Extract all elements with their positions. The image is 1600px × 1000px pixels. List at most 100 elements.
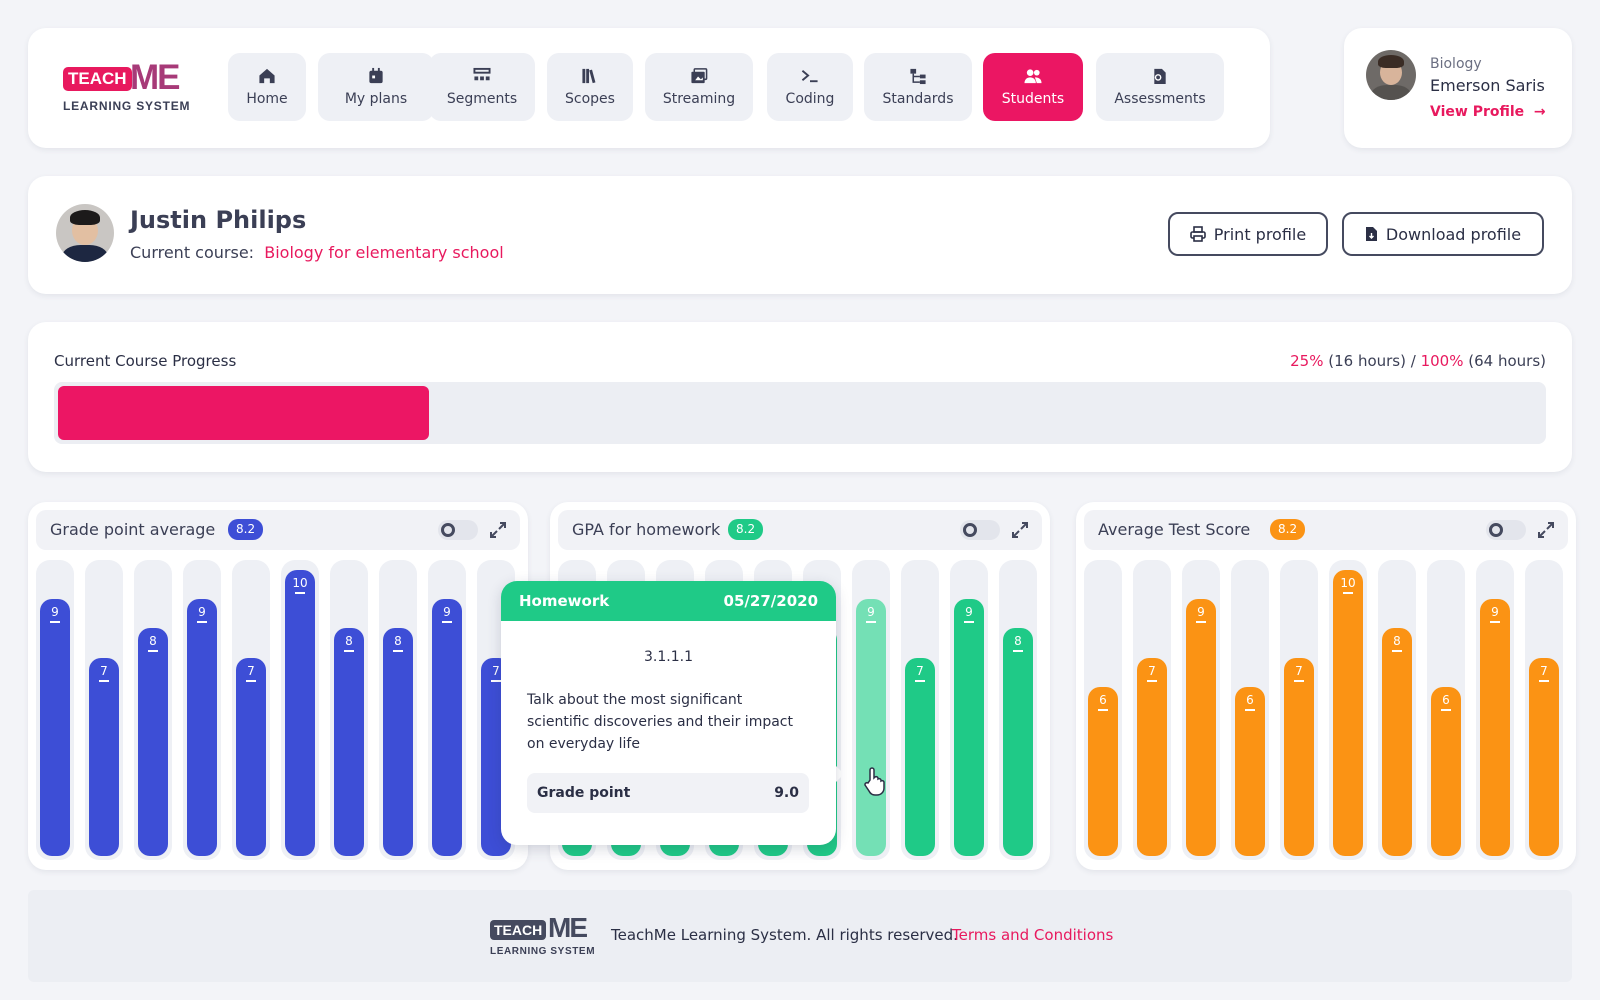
copyright-text: TeachMe Learning System. All rights rese… (611, 926, 958, 944)
chart-bar[interactable]: 8 (383, 628, 413, 856)
nav-tab-label: Assessments (1114, 91, 1206, 107)
grade-point-label: Grade point (537, 785, 631, 801)
chart-bar[interactable]: 6 (1235, 686, 1265, 856)
bar-value-label: 7 (905, 664, 935, 682)
chart-toggle[interactable] (960, 520, 1000, 540)
footer-logo[interactable]: TEACH ME LEARNING SYSTEM (490, 912, 600, 962)
streaming-icon (691, 68, 708, 84)
course-label: Current course: (130, 243, 255, 262)
chart-bar[interactable]: 6 (1088, 686, 1118, 856)
view-profile-link[interactable]: View Profile → (1430, 104, 1546, 120)
nav-tab-students[interactable]: Students (983, 53, 1083, 121)
chart-bar[interactable]: 7 (905, 657, 935, 856)
progress-total-hours: (64 hours) (1468, 352, 1546, 370)
chart-bar[interactable]: 7 (1529, 657, 1559, 856)
chart-bars: 6 7 9 6 7 10 8 6 9 7 (1084, 560, 1568, 860)
nav-tab-label: Standards (882, 91, 954, 107)
bar-value-label: 8 (1382, 634, 1412, 652)
chart-bar[interactable]: 9 (432, 599, 462, 856)
tooltip-arrow (834, 764, 844, 784)
bar-value-label: 8 (1003, 634, 1033, 652)
bar-track: 7 (1525, 560, 1563, 860)
chart-bar[interactable]: 9 (40, 599, 70, 856)
chart-bar[interactable]: 7 (236, 657, 266, 856)
progress-current-hours: (16 hours) (1328, 352, 1406, 370)
bar-track: 6 (1427, 560, 1465, 860)
nav-tab-coding[interactable]: Coding (767, 53, 853, 121)
nav-tab-scopes[interactable]: Scopes (547, 53, 633, 121)
chart-bar[interactable]: 7 (1284, 657, 1314, 856)
bar-value-label: 6 (1088, 693, 1118, 711)
expand-icon[interactable] (488, 520, 508, 540)
nav-tab-home[interactable]: Home (228, 53, 306, 121)
nav-tab-label: My plans (344, 91, 408, 107)
chart-bar[interactable]: 9 (1186, 599, 1216, 856)
bar-track: 6 (1084, 560, 1122, 860)
bar-track: 8 (330, 560, 368, 860)
expand-icon[interactable] (1010, 520, 1030, 540)
user-avatar[interactable] (1366, 50, 1416, 100)
nav-tab-streaming[interactable]: Streaming (645, 53, 753, 121)
chart-bar[interactable]: 7 (89, 657, 119, 856)
bar-value-label: 7 (1137, 664, 1167, 682)
download-profile-label: Download profile (1385, 224, 1522, 244)
bar-value-label: 7 (481, 664, 511, 682)
student-name: Justin Philips (130, 206, 307, 234)
progress-current-pct: 25% (1290, 352, 1324, 370)
chart-toggle[interactable] (1486, 520, 1526, 540)
terms-link[interactable]: Terms and Conditions (952, 926, 1114, 944)
expand-icon[interactable] (1536, 520, 1556, 540)
student-header: Justin Philips Current course: Biology f… (28, 176, 1572, 294)
progress-track (54, 382, 1546, 444)
chart-bar[interactable]: 8 (334, 628, 364, 856)
progress-separator: / (1410, 352, 1416, 370)
chart-bar[interactable]: 8 (1003, 628, 1033, 856)
course-value[interactable]: Biology for elementary school (264, 243, 504, 262)
nav-tab-my-plans[interactable]: My plans (318, 53, 434, 121)
footer-logo-subtitle: LEARNING SYSTEM (490, 946, 596, 957)
bar-track: 7 (1133, 560, 1171, 860)
chart-bar[interactable]: 9 (856, 599, 886, 856)
footer-logo-teach: TEACH (490, 920, 547, 940)
current-course: Current course: Biology for elementary s… (130, 243, 504, 262)
chart-bar[interactable]: 9 (1480, 599, 1510, 856)
bar-value-label: 9 (856, 605, 886, 623)
nav-tab-standards[interactable]: Standards (864, 53, 972, 121)
chart-bar[interactable]: 10 (285, 570, 315, 856)
chart-average-badge: 8.2 (728, 519, 764, 540)
nav-tab-segments[interactable]: Segments (429, 53, 535, 121)
bar-value-label: 9 (187, 605, 217, 623)
profile-name: Emerson Saris (1430, 76, 1545, 95)
course-progress-card: Current Course Progress 25% (16 hours) /… (28, 322, 1572, 472)
chart-bar[interactable]: 6 (1431, 686, 1461, 856)
bar-track: 10 (1329, 560, 1367, 860)
footer: TEACH ME LEARNING SYSTEM TeachMe Learnin… (28, 890, 1572, 982)
segments-icon (473, 67, 491, 81)
chart-bar[interactable]: 9 (954, 599, 984, 856)
nav-tab-assessments[interactable]: Assessments (1096, 53, 1224, 121)
printer-icon (1189, 226, 1206, 242)
homework-tooltip: Homework 05/27/2020 3.1.1.1 Talk about t… (501, 581, 836, 845)
tooltip-date: 05/27/2020 (723, 592, 818, 610)
bar-track: 8 (1378, 560, 1416, 860)
bar-value-label: 9 (432, 605, 462, 623)
view-profile-label: View Profile (1430, 104, 1525, 120)
nav-tab-label: Scopes (565, 91, 615, 107)
chart-header: Average Test Score 8.2 (1084, 510, 1568, 550)
nav-tab-label: Home (246, 91, 288, 107)
teachme-logo[interactable]: TEACH ME LEARNING SYSTEM (63, 58, 198, 121)
download-profile-button[interactable]: Download profile (1342, 212, 1544, 256)
bar-track: 9 (852, 560, 890, 860)
bar-track: 9 (36, 560, 74, 860)
chart-bar[interactable]: 9 (187, 599, 217, 856)
chart-bar[interactable]: 7 (1137, 657, 1167, 856)
chart-bar[interactable]: 10 (1333, 570, 1363, 856)
chart-bar[interactable]: 8 (138, 628, 168, 856)
chart-bar[interactable]: 8 (1382, 628, 1412, 856)
chart-toggle[interactable] (438, 520, 478, 540)
bar-track: 8 (379, 560, 417, 860)
bar-value-label: 7 (89, 664, 119, 682)
chart-average-badge: 8.2 (1270, 519, 1306, 540)
users-icon (1024, 69, 1042, 84)
print-profile-button[interactable]: Print profile (1168, 212, 1328, 256)
